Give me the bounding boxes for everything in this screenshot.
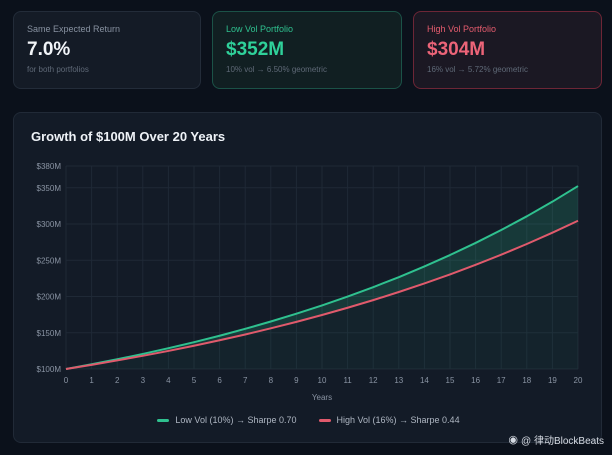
x-tick-label: 14 [420,376,429,385]
y-tick-label: $200M [37,293,62,302]
x-axis-title: Years [312,393,332,402]
growth-chart: 0 1 2 3 4 5 6 7 8 9 10 11 12 13 14 15 16 17 18 19 20$100M$15… [37,162,583,402]
y-tick-label: $250M [37,256,62,265]
legend-label: High Vol (16%) → Sharpe 0.44 [336,415,460,425]
stat-card-high-vol: High Vol Portfolio $304M 16% vol → 5.72%… [413,11,602,89]
card-value: 7.0% [27,39,71,60]
x-tick-label: 13 [394,376,403,385]
x-tick-label: 6 [217,376,222,385]
x-tick-label: 19 [548,376,557,385]
x-tick-label: 4 [166,376,171,385]
chart-legend: Low Vol (10%) → Sharpe 0.70 High Vol (16… [14,415,603,425]
weibo-icon: ◉ [508,434,519,446]
x-tick-label: 7 [243,376,248,385]
x-tick-label: 2 [115,376,120,385]
x-tick-label: 5 [192,376,197,385]
x-tick-label: 0 [64,376,69,385]
x-tick-label: 16 [471,376,480,385]
y-tick-label: $150M [37,329,62,338]
legend-swatch-low-vol [157,418,170,422]
x-tick-label: 8 [269,376,274,385]
card-label: Same Expected Return [27,24,121,34]
card-subtext: 10% vol → 6.50% geometric [226,65,327,74]
y-tick-label: $380M [37,162,62,171]
y-tick-label: $300M [37,220,62,229]
y-tick-label: $100M [37,365,62,374]
x-tick-label: 3 [141,376,146,385]
baseline-area-fill [66,220,578,369]
stat-card-low-vol: Low Vol Portfolio $352M 10% vol → 6.50% … [212,11,402,89]
y-tick-label: $350M [37,184,62,193]
card-label: Low Vol Portfolio [226,24,294,34]
x-tick-label: 1 [89,376,94,385]
legend-item-low-vol[interactable]: Low Vol (10%) → Sharpe 0.70 [157,415,297,425]
card-value: $352M [226,39,285,60]
card-label: High Vol Portfolio [427,24,497,34]
x-tick-label: 18 [522,376,531,385]
card-subtext: 16% vol → 5.72% geometric [427,65,528,74]
chart-title: Growth of $100M Over 20 Years [31,129,226,144]
watermark-text: @ 律动BlockBeats [521,436,604,447]
card-value: $304M [427,39,486,60]
x-tick-label: 15 [446,376,455,385]
x-tick-label: 20 [574,376,583,385]
legend-label: Low Vol (10%) → Sharpe 0.70 [175,415,297,425]
stat-card-expected-return: Same Expected Return 7.0% for both portf… [13,11,201,89]
x-tick-label: 9 [294,376,299,385]
x-tick-label: 17 [497,376,506,385]
watermark: ◉ @ 律动BlockBeats [508,432,604,447]
legend-item-high-vol[interactable]: High Vol (16%) → Sharpe 0.44 [318,415,460,425]
x-tick-label: 11 [343,376,352,385]
x-tick-label: 12 [369,376,378,385]
x-tick-label: 10 [318,376,327,385]
card-subtext: for both portfolios [27,65,89,74]
legend-swatch-high-vol [318,418,331,422]
